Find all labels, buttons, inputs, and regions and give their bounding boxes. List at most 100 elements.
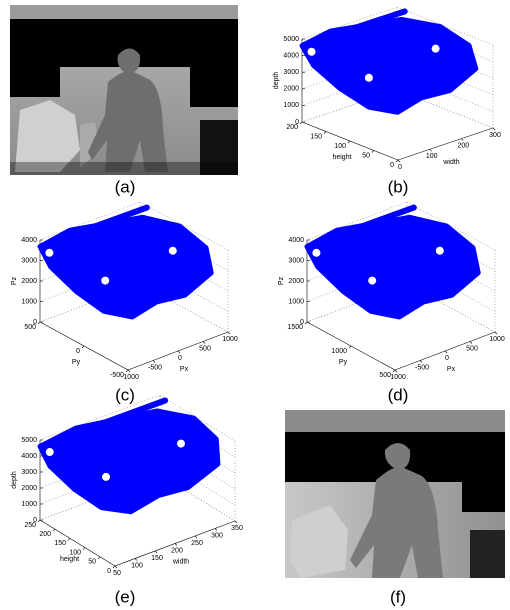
right-tick-label: 350 — [231, 525, 243, 532]
tick-mark — [495, 332, 497, 334]
tick-mark — [393, 370, 395, 372]
plot-3d: 0100020003000400050000501001502002505010… — [11, 395, 243, 577]
right-tick-label: 100 — [426, 153, 438, 160]
left-tick-label: 200 — [286, 124, 298, 131]
right-tick-label: 200 — [457, 143, 469, 150]
z-tick-label: 1000 — [288, 298, 304, 305]
tick-mark — [420, 361, 422, 363]
tick-mark — [396, 160, 398, 162]
axis-line — [398, 128, 493, 160]
tick-mark — [305, 322, 307, 324]
left-tick-label: 200 — [39, 531, 51, 538]
tick-mark — [372, 151, 374, 153]
tick-mark — [38, 520, 40, 522]
tick-mark — [470, 342, 472, 344]
right-tick-label: -500 — [148, 364, 162, 371]
axis-label: height — [60, 556, 79, 563]
z-tick-label: 2000 — [288, 278, 304, 285]
tick-mark — [348, 141, 350, 143]
right-tick-label: 0 — [398, 164, 402, 171]
depth-image-f — [285, 410, 505, 578]
plot-3d: 0100020003000400050000501001502000100200… — [273, 7, 501, 171]
axis-label: Pz — [278, 276, 285, 285]
point-hole — [436, 247, 444, 255]
tick-mark — [228, 332, 230, 334]
z-tick-label: 5000 — [283, 36, 299, 43]
caption: (f) — [390, 587, 406, 606]
axis-label: Px — [180, 366, 189, 373]
left-tick-label: 150 — [310, 133, 322, 140]
z-tick-label: 4000 — [283, 52, 299, 59]
right-tick-label: 1000 — [222, 336, 238, 343]
z-tick-label: 3000 — [283, 69, 299, 76]
right-tick-label: 1000 — [489, 336, 505, 343]
point-hole — [46, 448, 54, 456]
right-tick-label: -500 — [415, 364, 429, 371]
tick-mark — [235, 521, 237, 523]
right-tick-label: 300 — [211, 532, 223, 539]
figure: (a) (b) (c) (d) (e) (f) 0100020003000400… — [0, 0, 510, 610]
z-tick-label: 4000 — [288, 237, 304, 244]
point-cloud — [302, 19, 476, 112]
z-tick-label: 2000 — [21, 278, 37, 285]
tick-mark — [153, 361, 155, 363]
z-tick-label: 3000 — [288, 257, 304, 264]
right-tick-label: 50 — [113, 570, 121, 577]
left-tick-label: 100 — [334, 143, 346, 150]
point-hole — [102, 473, 110, 481]
tick-mark — [38, 322, 40, 324]
tick-mark — [398, 160, 400, 162]
tick-mark — [195, 536, 197, 538]
point-hole — [177, 440, 185, 448]
point-hole — [368, 277, 376, 285]
right-tick-label: 0 — [178, 355, 182, 362]
left-tick-label: 1000 — [331, 348, 347, 355]
tick-mark — [178, 351, 180, 353]
tick-mark — [128, 370, 130, 372]
tick-mark — [461, 139, 463, 141]
tick-mark — [349, 346, 351, 348]
tick-mark — [215, 529, 217, 531]
tick-mark — [203, 342, 205, 344]
tick-mark — [300, 122, 302, 124]
axis-label: Py — [339, 359, 348, 366]
tick-mark — [98, 557, 100, 559]
axis-label: width — [172, 558, 189, 565]
tick-mark — [324, 132, 326, 134]
z-tick-label: 4000 — [21, 453, 37, 460]
tick-mark — [115, 566, 117, 568]
plot-3d: 01000200030004000-5000500-1000-500050010… — [11, 202, 238, 381]
axis-label: Py — [72, 359, 81, 366]
axis-label: height — [332, 154, 351, 161]
left-tick-label: 0 — [390, 162, 394, 169]
right-tick-label: 200 — [171, 547, 183, 554]
z-tick-label: 4000 — [21, 237, 37, 244]
z-tick-label: 2000 — [283, 86, 299, 93]
right-tick-label: 300 — [489, 132, 501, 139]
tick-mark — [175, 544, 177, 546]
tick-mark — [68, 538, 70, 540]
left-tick-label: 50 — [88, 559, 96, 566]
right-tick-label: 500 — [466, 345, 478, 352]
tick-mark — [83, 548, 85, 550]
z-tick-label: 1000 — [283, 102, 299, 109]
caption: (d) — [388, 385, 409, 404]
right-tick-label: 250 — [191, 540, 203, 547]
point-hole — [308, 48, 316, 56]
tick-mark — [113, 566, 115, 568]
z-tick-label: 1000 — [21, 298, 37, 305]
z-tick-label: 3000 — [21, 257, 37, 264]
tick-mark — [430, 149, 432, 151]
right-tick-label: 150 — [151, 555, 163, 562]
left-tick-label: 1500 — [287, 324, 303, 331]
depth-image-a — [10, 5, 238, 175]
left-tick-label: 150 — [54, 540, 66, 547]
point-hole — [365, 74, 373, 82]
axis-label: Px — [447, 366, 456, 373]
tick-mark — [155, 551, 157, 553]
axis-label: width — [442, 159, 459, 166]
axis-label: Pz — [11, 276, 18, 285]
z-tick-label: 5000 — [21, 437, 37, 444]
right-tick-label: -1000 — [121, 374, 139, 381]
caption: (a) — [115, 177, 136, 196]
